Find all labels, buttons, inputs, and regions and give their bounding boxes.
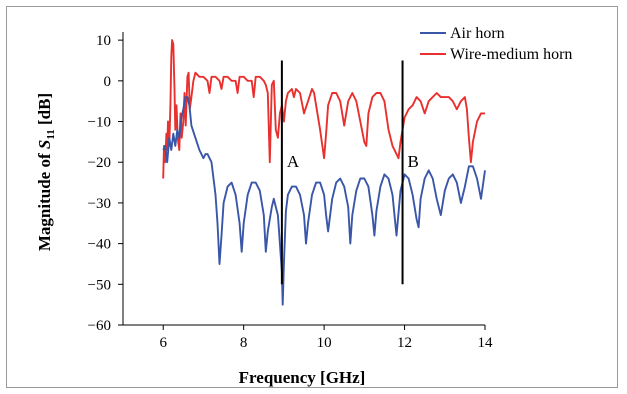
marker-label-b: B [408, 152, 419, 171]
series-line-wire-medium-horn [162, 39, 485, 179]
y-tick-label: 10 [96, 33, 111, 49]
x-tick-label: 10 [317, 335, 332, 351]
y-axis-label-suffix: [dB] [35, 93, 54, 129]
axes: 6 8 10 12 14 10 0 −10 −20 −30 −40 −50 −60 [88, 32, 493, 351]
y-axis-label: Magnitude of S11 [dB] [35, 93, 57, 251]
marker-label-a: A [287, 152, 300, 171]
y-tick-label: −20 [88, 155, 111, 171]
legend: Air horn Wire-medium horn [420, 25, 572, 63]
x-tick-label: 8 [240, 335, 248, 351]
series-layer [162, 39, 486, 306]
y-axis-label-symbol: S [35, 140, 54, 149]
y-axis-label-prefix: Magnitude of [35, 149, 54, 251]
y-tick-label: −50 [88, 277, 111, 293]
x-axis-label: Frequency [GHz] [239, 368, 366, 387]
x-tick-label: 12 [397, 335, 412, 351]
x-tick-label: 14 [478, 335, 494, 351]
x-tick-label: 6 [159, 335, 167, 351]
y-tick-label: −60 [88, 318, 111, 334]
legend-label-air-horn: Air horn [450, 25, 505, 42]
legend-label-wire-medium-horn: Wire-medium horn [450, 46, 572, 63]
y-tick-label: 0 [104, 74, 112, 90]
series-line-air-horn [162, 96, 486, 306]
y-tick-label: −40 [88, 237, 111, 253]
y-tick-label: −10 [88, 115, 111, 131]
y-axis-label-subscript: 11 [45, 129, 57, 139]
y-tick-label: −30 [88, 196, 111, 212]
